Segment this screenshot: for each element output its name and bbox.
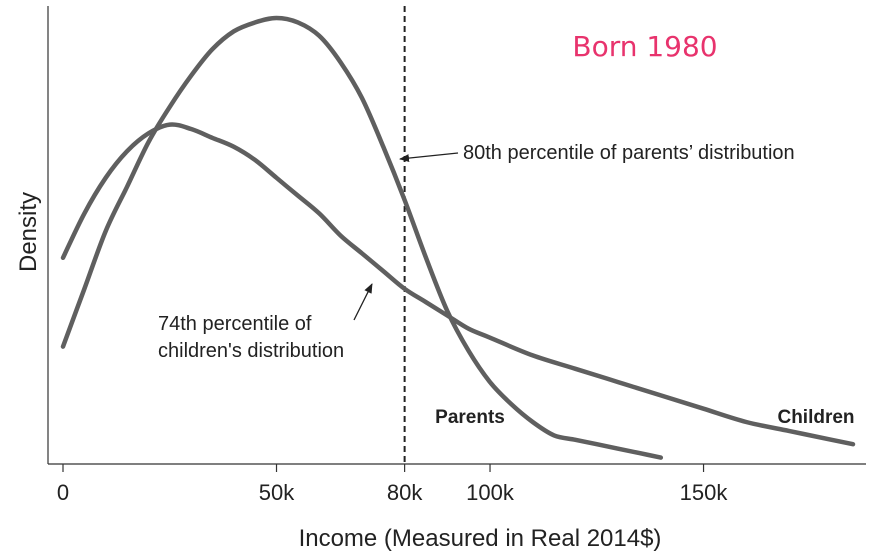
y-axis-title: Density: [15, 192, 42, 272]
children-series-label: Children: [777, 407, 854, 428]
x-axis-title: Income (Measured in Real 2014$): [299, 525, 662, 552]
x-tick-label: 100k: [466, 480, 515, 505]
x-tick-label: 150k: [680, 480, 729, 505]
children-percentile-annotation-line2: children's distribution: [158, 340, 344, 362]
children-percentile-annotation-line1: 74th percentile of: [158, 313, 312, 335]
parents-series-label: Parents: [435, 407, 505, 428]
parents-percentile-arrow: [399, 152, 459, 163]
x-tick-label: 50k: [259, 480, 295, 505]
series-line-parents: [60, 15, 664, 460]
parents-percentile-annotation: 80th percentile of parents’ distribution: [463, 142, 795, 164]
x-tick-label: 0: [57, 480, 69, 505]
series-lines: [60, 15, 856, 460]
x-tick-marks: [62, 464, 705, 472]
x-tick-labels: 0 50k 80k 100k 150k: [57, 480, 729, 505]
x-tick-label: 80k: [387, 480, 423, 505]
chart-title: Born 1980: [572, 30, 717, 63]
series-line-children: [60, 122, 856, 447]
children-percentile-arrow: [353, 283, 373, 321]
